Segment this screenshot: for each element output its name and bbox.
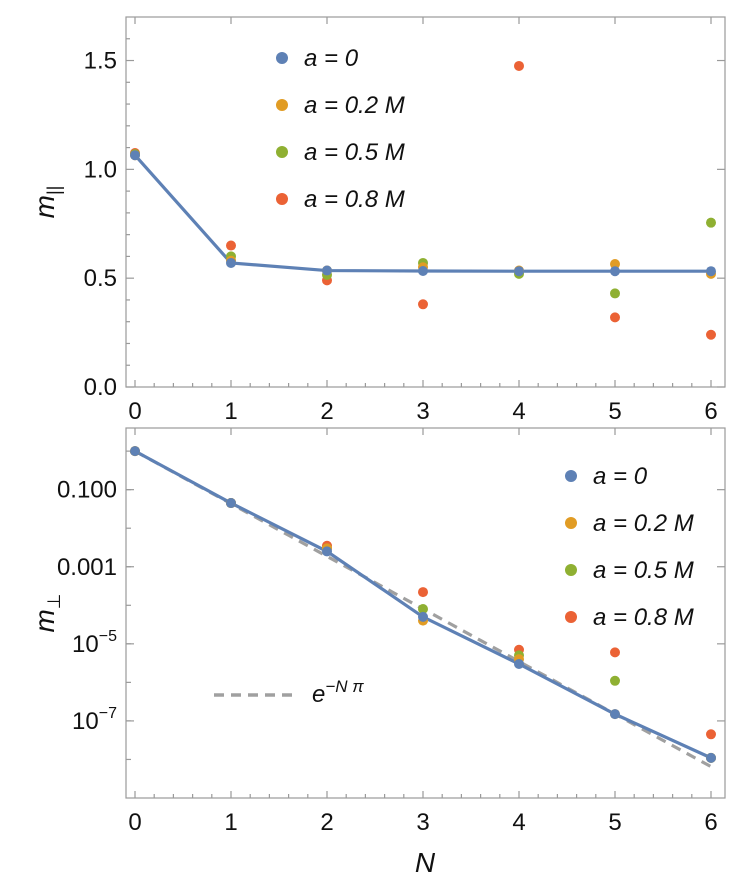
bottom-y-tick-label: 0.100: [57, 477, 117, 504]
top-x-tick-label: 6: [704, 398, 717, 425]
top-line-layer: [133, 154, 711, 273]
top-legend-label: a = 0.2 M: [304, 92, 405, 119]
bottom-points-layer: [130, 446, 716, 763]
bottom-data-point: [130, 446, 140, 457]
top-legend-marker: [276, 146, 288, 158]
bottom-x-tick-label: 1: [224, 809, 237, 836]
top-legend-marker: [276, 99, 288, 111]
bottom-x-tick-label: 4: [512, 809, 525, 836]
bottom-legend-label: a = 0.8 M: [593, 604, 694, 631]
bottom-x-tick-label: 0: [128, 809, 141, 836]
bottom-legend-marker: [565, 564, 577, 576]
top-legend-label: a = 0: [304, 45, 359, 72]
top-data-point: [706, 266, 716, 277]
top-data-point: [514, 60, 524, 71]
top-x-tick-label: 2: [320, 398, 333, 425]
top-y-axis-label: m||: [29, 186, 64, 219]
top-data-point: [706, 329, 716, 340]
top-x-tick-label: 5: [608, 398, 621, 425]
top-x-tick-label: 4: [512, 398, 525, 425]
top-y-tick-label: 1.0: [84, 156, 117, 183]
bottom-y-tick-label: 0.001: [57, 554, 117, 581]
bottom-data-point: [514, 658, 524, 669]
bottom-legend: a = 0 a = 0.2 M a = 0.5 M a = 0.8 M: [565, 463, 694, 631]
bottom-x-tick-label: 3: [416, 809, 429, 836]
bottom-plot-frame: [125, 427, 726, 799]
top-legend-label: a = 0.8 M: [304, 186, 405, 213]
top-legend-label: a = 0.5 M: [304, 139, 405, 166]
top-points-layer: [130, 60, 716, 340]
top-legend-marker: [276, 52, 288, 64]
bottom-legend-label: a = 0.2 M: [593, 510, 694, 537]
bottom-data-point: [418, 611, 428, 622]
reference-legend-label: e−N π: [312, 677, 364, 708]
top-series-line: [133, 154, 711, 273]
top-data-point: [610, 266, 620, 277]
top-data-point: [610, 259, 620, 270]
bottom-y-tick-label: 10−7: [72, 705, 117, 735]
top-y-tick-label: 0.5: [84, 265, 117, 292]
top-x-tick-label: 3: [416, 398, 429, 425]
top-data-point: [514, 266, 524, 277]
top-data-point: [610, 288, 620, 299]
bottom-data-point: [226, 498, 236, 509]
top-y-tick-label: 1.5: [84, 48, 117, 75]
bottom-legend-label: a = 0.5 M: [593, 557, 694, 584]
bottom-data-point: [322, 546, 332, 557]
top-x-tick-label: 0: [128, 398, 141, 425]
bottom-legend-marker: [565, 470, 577, 482]
x-axis-label: N: [415, 847, 436, 878]
bottom-data-point: [610, 675, 620, 686]
bottom-x-tick-label: 5: [608, 809, 621, 836]
bottom-legend-marker: [565, 611, 577, 623]
top-y-tick-label: 0.0: [84, 374, 117, 401]
bottom-x-tick-label: 6: [704, 809, 717, 836]
bottom-x-tick-label: 2: [320, 809, 333, 836]
top-ticks: 0 1 2 3 4 5 6 0.0 0.5 1.0 1.5: [84, 17, 725, 425]
bottom-data-point: [418, 587, 428, 598]
top-legend-marker: [276, 193, 288, 205]
bottom-data-point: [610, 709, 620, 720]
top-data-point: [418, 265, 428, 276]
bottom-data-point: [706, 752, 716, 763]
top-data-point: [706, 217, 716, 228]
bottom-data-point: [418, 604, 428, 615]
top-data-point: [130, 150, 140, 161]
top-data-point: [418, 299, 428, 310]
bottom-legend-marker: [565, 517, 577, 529]
bottom-legend-label: a = 0: [593, 463, 648, 490]
bottom-data-point: [610, 647, 620, 658]
bottom-y-tick-label: 10−5: [72, 628, 117, 658]
top-legend: a = 0 a = 0.2 M a = 0.5 M a = 0.8 M: [276, 45, 405, 213]
bottom-panel: 0 1 2 3 4 5 6 0.100 0.001 10−5 10−7 a = 0 a = 0.2 M…: [29, 427, 726, 878]
bottom-data-point: [706, 729, 716, 740]
top-data-point: [610, 312, 620, 323]
top-data-point: [226, 257, 236, 268]
bottom-y-axis-label: m⊥: [29, 593, 64, 632]
bottom-ticks: 0 1 2 3 4 5 6 0.100 0.001 10−5 10−7: [57, 428, 725, 836]
top-data-point: [322, 265, 332, 276]
top-plot-frame: [125, 16, 726, 388]
top-x-tick-label: 1: [224, 398, 237, 425]
top-data-point: [226, 240, 236, 251]
top-panel: 0 1 2 3 4 5 6 0.0 0.5 1.0 1.5 a = 0 a = 0.2 M a = 0.…: [29, 16, 726, 425]
